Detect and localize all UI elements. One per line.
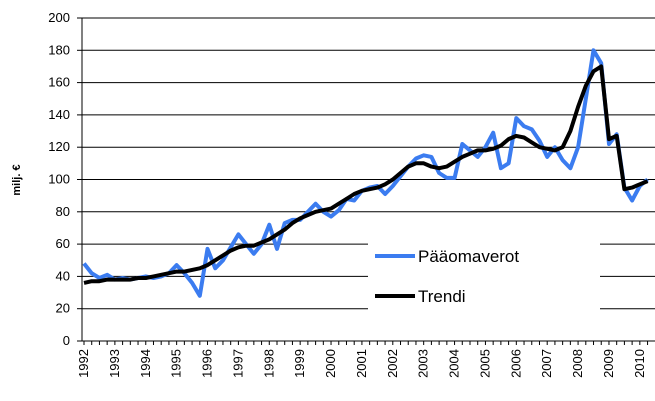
series-line <box>83 64 649 285</box>
x-tick-label: 2006 <box>508 349 523 378</box>
y-tick-label: 100 <box>48 172 70 187</box>
x-tick-label: 2000 <box>323 349 338 378</box>
x-tick-label: 2002 <box>385 349 400 378</box>
x-tick-label: 2001 <box>354 349 369 378</box>
x-tick-label: 1995 <box>169 349 184 378</box>
legend-label: Pääomaverot <box>418 247 519 266</box>
legend-label: Trendi <box>418 287 466 306</box>
x-tick-label: 1999 <box>292 349 307 378</box>
y-tick-label: 20 <box>56 301 70 316</box>
x-tick-label: 2007 <box>539 349 554 378</box>
y-tick-label: 140 <box>48 107 70 122</box>
x-tick-label: 2010 <box>632 349 647 378</box>
y-tick-label: 160 <box>48 75 70 90</box>
legend-box <box>368 236 600 312</box>
x-tick-label: 2003 <box>416 349 431 378</box>
y-tick-label: 0 <box>63 333 70 348</box>
x-tick-label: 2008 <box>570 349 585 378</box>
x-tick-label: 1996 <box>200 349 215 378</box>
y-tick-label: 60 <box>56 236 70 251</box>
x-tick-label: 2004 <box>447 349 462 378</box>
x-tick-label: 1997 <box>230 349 245 378</box>
x-tick-label: 1998 <box>261 349 276 378</box>
x-tick-label: 2009 <box>601 349 616 378</box>
x-tick-label: 1992 <box>76 349 91 378</box>
y-tick-label: 80 <box>56 204 70 219</box>
x-tick-label: 1993 <box>107 349 122 378</box>
y-tick-label: 180 <box>48 42 70 57</box>
y-tick-label: 200 <box>48 10 70 25</box>
x-tick-label: 1994 <box>138 349 153 378</box>
y-tick-label: 120 <box>48 139 70 154</box>
y-axis-label: milj. € <box>11 164 23 195</box>
x-tick-label: 2005 <box>477 349 492 378</box>
y-tick-label: 40 <box>56 268 70 283</box>
